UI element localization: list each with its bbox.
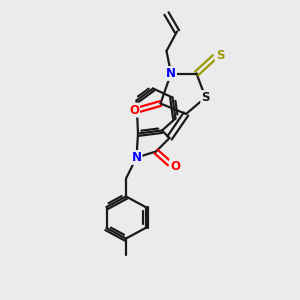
Text: N: N	[166, 67, 176, 80]
Text: S: S	[216, 49, 224, 62]
Text: O: O	[129, 103, 139, 117]
Text: O: O	[170, 160, 180, 173]
Text: S: S	[201, 91, 210, 104]
Text: N: N	[131, 151, 142, 164]
